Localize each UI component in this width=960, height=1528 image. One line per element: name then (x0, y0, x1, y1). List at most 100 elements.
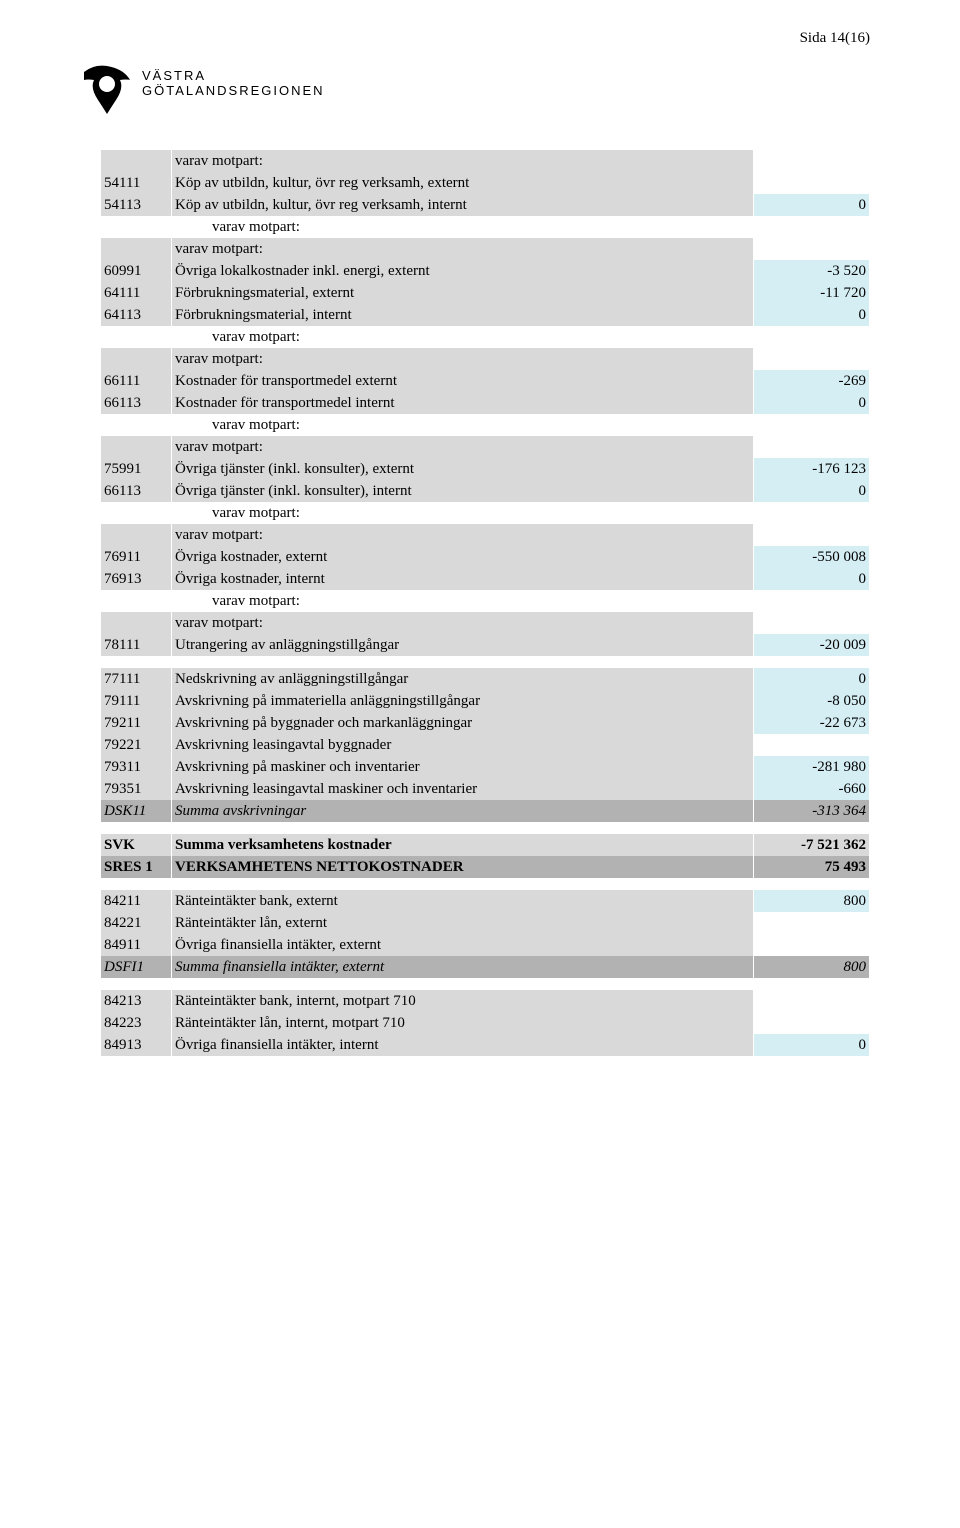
table-row (101, 656, 869, 668)
table-row: 79111Avskrivning på immateriella anläggn… (101, 690, 869, 712)
table-row: 79311Avskrivning på maskiner och inventa… (101, 756, 869, 778)
account-code: 54113 (101, 194, 171, 216)
account-value: 800 (754, 890, 869, 912)
account-description: Köp av utbildn, kultur, övr reg verksamh… (172, 194, 753, 216)
table-row: varav motpart: (101, 216, 869, 238)
table-row: varav motpart: (101, 326, 869, 348)
account-code: 77111 (101, 668, 171, 690)
table-row: 64113Förbrukningsmaterial, internt0 (101, 304, 869, 326)
account-description: Köp av utbildn, kultur, övr reg verksamh… (172, 172, 753, 194)
account-code: 75991 (101, 458, 171, 480)
account-value: -8 050 (754, 690, 869, 712)
account-description: varav motpart: (172, 238, 753, 260)
table-row: DSK11Summa avskrivningar-313 364 (101, 800, 869, 822)
account-value (754, 1012, 869, 1034)
account-value: 75 493 (754, 856, 869, 878)
account-description: Övriga tjänster (inkl. konsulter), inter… (172, 480, 753, 502)
account-code: 78111 (101, 634, 171, 656)
account-value (754, 934, 869, 956)
account-value (754, 990, 869, 1012)
table-row: 84221Ränteintäkter lån, externt (101, 912, 869, 934)
account-value: 0 (754, 568, 869, 590)
account-description: VERKSAMHETENS NETTOKOSTNADER (172, 856, 753, 878)
account-value (754, 734, 869, 756)
account-code: 54111 (101, 172, 171, 194)
account-value: -7 521 362 (754, 834, 869, 856)
account-code (101, 348, 171, 370)
account-code: 66113 (101, 480, 171, 502)
account-description: Summa avskrivningar (172, 800, 753, 822)
table-row: 66113Övriga tjänster (inkl. konsulter), … (101, 480, 869, 502)
table-row: varav motpart: (101, 524, 869, 546)
account-description: Avskrivning på maskiner och inventarier (172, 756, 753, 778)
table-row: 66113Kostnader för transportmedel intern… (101, 392, 869, 414)
account-description: Ränteintäkter lån, internt, motpart 710 (172, 1012, 753, 1034)
table-row: varav motpart: (101, 150, 869, 172)
account-value: -313 364 (754, 800, 869, 822)
account-value (754, 502, 869, 524)
account-description: varav motpart: (172, 612, 753, 634)
table-row: 66111Kostnader för transportmedel extern… (101, 370, 869, 392)
account-code (101, 436, 171, 458)
account-value (754, 326, 869, 348)
table-row (101, 878, 869, 890)
account-code (101, 326, 171, 348)
account-description: Nedskrivning av anläggningstillgångar (172, 668, 753, 690)
account-description: Övriga tjänster (inkl. konsulter), exter… (172, 458, 753, 480)
account-value: -550 008 (754, 546, 869, 568)
ledger-table: varav motpart:54111Köp av utbildn, kultu… (100, 150, 870, 1056)
logo-line-2: GÖTALANDSREGIONEN (142, 83, 325, 98)
table-row: varav motpart: (101, 436, 869, 458)
account-description: Avskrivning leasingavtal maskiner och in… (172, 778, 753, 800)
account-code (101, 238, 171, 260)
account-code: 64113 (101, 304, 171, 326)
account-description: varav motpart: (172, 590, 753, 612)
account-description: varav motpart: (172, 348, 753, 370)
table-row: SRES 1VERKSAMHETENS NETTOKOSTNADER75 493 (101, 856, 869, 878)
account-description: Övriga kostnader, internt (172, 568, 753, 590)
account-code: 79221 (101, 734, 171, 756)
account-description: Övriga finansiella intäkter, externt (172, 934, 753, 956)
table-row: 84211Ränteintäkter bank, externt800 (101, 890, 869, 912)
account-code: 84211 (101, 890, 171, 912)
logo-mark-icon (80, 64, 134, 118)
account-value: -176 123 (754, 458, 869, 480)
logo-line-1: VÄSTRA (142, 68, 206, 83)
account-description: varav motpart: (172, 414, 753, 436)
account-value (754, 348, 869, 370)
account-value: -11 720 (754, 282, 869, 304)
account-value: 0 (754, 304, 869, 326)
account-description: Avskrivning leasingavtal byggnader (172, 734, 753, 756)
account-description: Ränteintäkter lån, externt (172, 912, 753, 934)
table-row: varav motpart: (101, 502, 869, 524)
account-code: 76913 (101, 568, 171, 590)
table-row: 79351Avskrivning leasingavtal maskiner o… (101, 778, 869, 800)
table-row: 75991Övriga tjänster (inkl. konsulter), … (101, 458, 869, 480)
account-code: 84913 (101, 1034, 171, 1056)
table-row: SVKSumma verksamhetens kostnader-7 521 3… (101, 834, 869, 856)
table-row: 64111Förbrukningsmaterial, externt-11 72… (101, 282, 869, 304)
account-value (754, 172, 869, 194)
account-code (101, 612, 171, 634)
table-row: varav motpart: (101, 238, 869, 260)
account-value: 0 (754, 480, 869, 502)
account-code: 76911 (101, 546, 171, 568)
account-description: varav motpart: (172, 524, 753, 546)
account-value (754, 912, 869, 934)
table-row: varav motpart: (101, 590, 869, 612)
account-code: 84213 (101, 990, 171, 1012)
account-value: 0 (754, 392, 869, 414)
account-description: Utrangering av anläggningstillgångar (172, 634, 753, 656)
account-description: Övriga kostnader, externt (172, 546, 753, 568)
account-description: Förbrukningsmaterial, internt (172, 304, 753, 326)
account-value (754, 150, 869, 172)
account-value: -3 520 (754, 260, 869, 282)
account-code: 66113 (101, 392, 171, 414)
table-row: 78111Utrangering av anläggningstillgånga… (101, 634, 869, 656)
table-row: 84911Övriga finansiella intäkter, extern… (101, 934, 869, 956)
account-value (754, 590, 869, 612)
account-value: -660 (754, 778, 869, 800)
table-row: 76911Övriga kostnader, externt-550 008 (101, 546, 869, 568)
table-row (101, 822, 869, 834)
table-row: varav motpart: (101, 348, 869, 370)
